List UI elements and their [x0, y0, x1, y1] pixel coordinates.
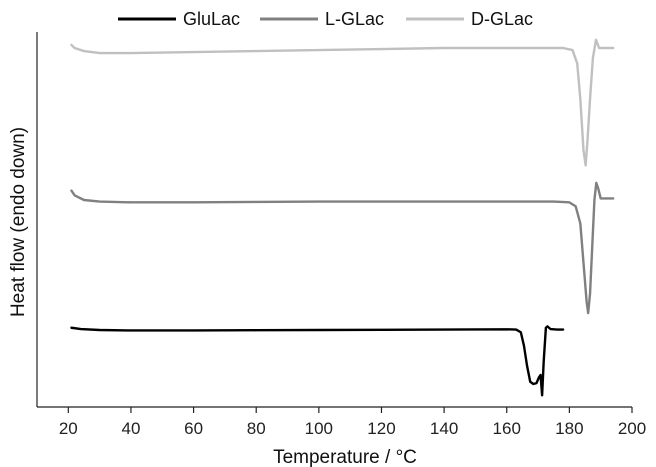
x-tick-label-160: 160 — [493, 419, 521, 438]
x-tick-label-100: 100 — [305, 419, 333, 438]
legend-label-l-glac: L-GLac — [325, 9, 384, 29]
legend-item-l-glac: L-GLac — [260, 9, 384, 29]
x-axis-title: Temperature / °C — [273, 447, 417, 467]
series-line-d-glac — [70, 38, 615, 167]
x-tick-label-140: 140 — [430, 419, 458, 438]
x-axis-ticks — [67, 407, 633, 413]
x-tick-label-120: 120 — [367, 419, 395, 438]
x-tick-label-20: 20 — [59, 419, 78, 438]
x-tick-label-180: 180 — [555, 419, 583, 438]
x-tick-label-80: 80 — [247, 419, 266, 438]
series-line-glulac — [70, 325, 565, 397]
y-axis-title: Heat flow (endo down) — [8, 127, 29, 317]
legend-label-d-glac: D-GLac — [471, 9, 533, 29]
x-tick-label-60: 60 — [184, 419, 203, 438]
series-line-l-glac — [70, 181, 615, 315]
legend: GluLac L-GLac D-GLac — [118, 9, 533, 29]
legend-item-d-glac: D-GLac — [406, 9, 533, 29]
x-axis-tick-labels: 20 40 60 80 100 120 140 160 180 200 — [59, 419, 646, 438]
x-tick-label-40: 40 — [121, 419, 140, 438]
series-layer — [70, 38, 615, 397]
legend-label-glulac: GluLac — [183, 9, 240, 29]
legend-item-glulac: GluLac — [118, 9, 240, 29]
x-tick-label-200: 200 — [618, 419, 646, 438]
